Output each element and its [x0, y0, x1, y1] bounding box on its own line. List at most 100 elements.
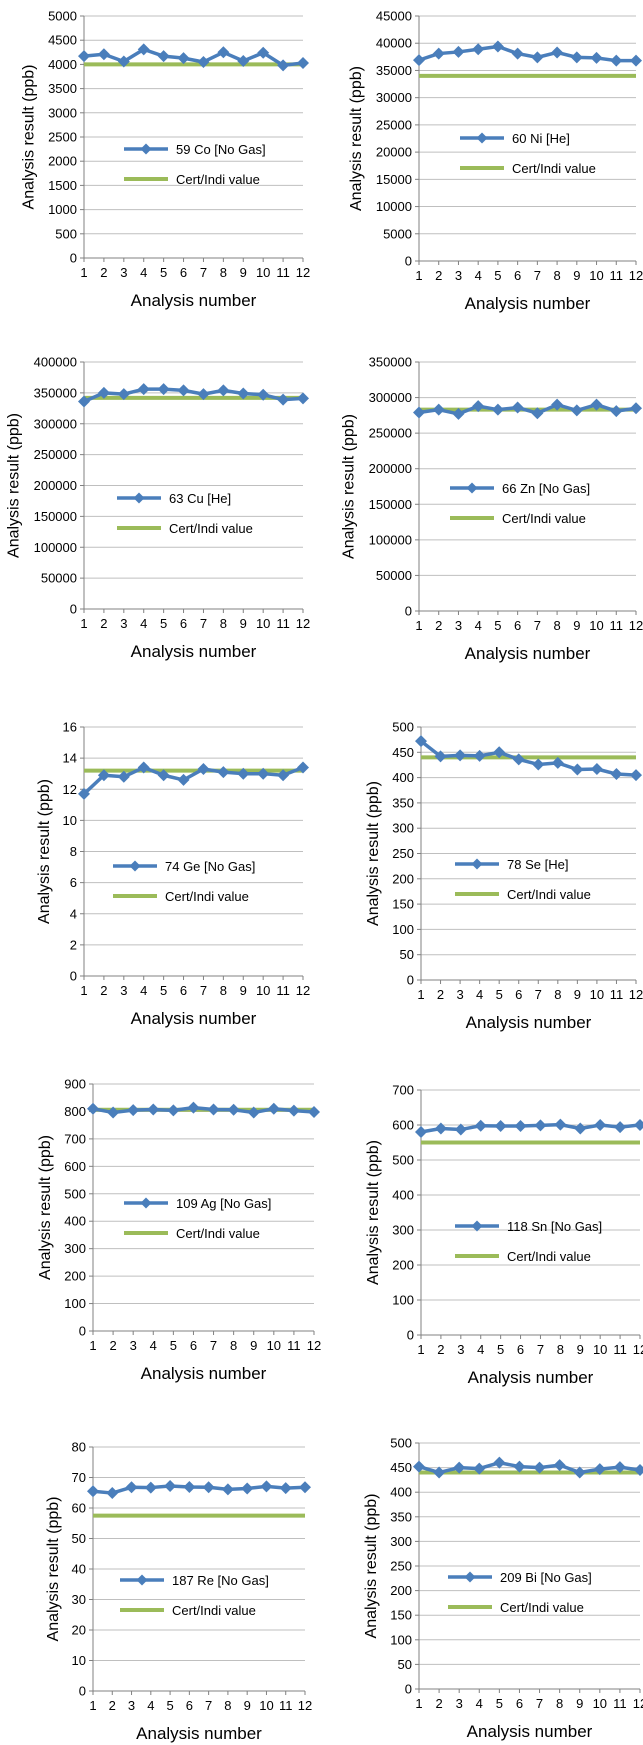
x-tick-label: 9	[240, 616, 247, 631]
legend-label-cert: Cert/Indi value	[512, 161, 596, 176]
x-tick-label: 10	[267, 1338, 281, 1353]
data-point	[491, 403, 504, 416]
x-tick-label: 8	[224, 1698, 231, 1713]
y-tick-label: 400	[390, 1485, 412, 1500]
legend-label-measured: 66 Zn [No Gas]	[502, 481, 590, 496]
x-tick-label: 9	[573, 268, 580, 283]
x-tick-label: 10	[256, 983, 270, 998]
legend: 78 Se [He] Cert/Indi value	[455, 857, 591, 902]
data-point	[473, 749, 486, 762]
x-tick-label: 1	[89, 1338, 96, 1353]
x-tick-label: 11	[276, 616, 290, 631]
y-tick-label: 350000	[34, 385, 77, 400]
x-tick-label: 10	[259, 1698, 273, 1713]
y-tick-label: 4500	[48, 33, 77, 48]
y-tick-label: 200000	[34, 478, 77, 493]
series-line-measured	[92, 1484, 306, 1495]
y-tick-label: 10000	[376, 199, 412, 214]
data-point	[127, 1104, 140, 1117]
x-tick-label: 10	[589, 618, 603, 633]
x-tick-label: 2	[435, 618, 442, 633]
y-tick-label: 350	[390, 1509, 412, 1524]
x-tick-label: 6	[180, 983, 187, 998]
data-point	[415, 1126, 427, 1138]
legend-marker	[140, 143, 152, 155]
data-point	[97, 769, 110, 782]
x-tick-label: 7	[536, 1696, 543, 1711]
x-axis-title: Analysis number	[141, 1364, 267, 1383]
data-point	[157, 50, 170, 63]
data-point	[511, 401, 524, 414]
legend-marker	[464, 1571, 476, 1583]
legend-label-measured: 60 Ni [He]	[512, 131, 570, 146]
data-point	[533, 1461, 546, 1474]
y-tick-label: 500	[64, 1186, 86, 1201]
x-tick-label: 8	[553, 268, 560, 283]
x-tick-label: 9	[574, 987, 581, 1002]
x-tick-label: 11	[610, 987, 624, 1002]
x-tick-label: 1	[415, 618, 422, 633]
x-tick-label: 2	[100, 616, 107, 631]
x-tick-label: 4	[476, 1696, 483, 1711]
legend-label-measured: 63 Cu [He]	[169, 491, 231, 506]
x-tick-label: 6	[517, 1342, 524, 1357]
y-tick-label: 14	[63, 751, 77, 766]
x-tick-label: 10	[589, 268, 603, 283]
data-point	[432, 403, 445, 416]
y-tick-label: 600	[64, 1159, 86, 1174]
data-point	[473, 1462, 486, 1475]
x-tick-label: 2	[435, 1696, 442, 1711]
x-tick-label: 2	[437, 987, 444, 1002]
y-tick-label: 0	[79, 1684, 86, 1699]
legend-label-cert: Cert/Indi value	[502, 511, 586, 526]
data-point	[97, 48, 110, 61]
x-tick-label: 5	[160, 616, 167, 631]
x-tick-label: 7	[200, 616, 207, 631]
y-tick-label: 100	[390, 1632, 412, 1647]
data-point	[167, 1104, 180, 1117]
data-point	[202, 1481, 215, 1494]
x-tick-label: 11	[610, 618, 624, 633]
legend: 109 Ag [No Gas] Cert/Indi value	[124, 1196, 271, 1241]
x-tick-label: 10	[593, 1342, 607, 1357]
y-tick-label: 3500	[48, 81, 77, 96]
x-tick-label: 12	[296, 265, 310, 280]
data-point	[433, 1466, 446, 1479]
x-tick-label: 5	[494, 618, 501, 633]
y-axis-title: Analysis result (ppb)	[37, 1135, 54, 1280]
data-point	[287, 1104, 300, 1117]
data-point	[590, 398, 603, 411]
y-tick-label: 15000	[376, 172, 412, 187]
data-point	[551, 46, 564, 59]
data-point	[147, 1103, 160, 1116]
x-tick-label: 7	[534, 268, 541, 283]
y-tick-label: 900	[64, 1077, 86, 1092]
data-point	[590, 762, 603, 775]
legend-label-cert: Cert/Indi value	[507, 887, 591, 902]
y-tick-label: 0	[70, 251, 77, 266]
legend-label-cert: Cert/Indi value	[165, 889, 249, 904]
y-tick-label: 200	[390, 1583, 412, 1598]
y-tick-label: 5000	[48, 9, 77, 24]
x-tick-label: 4	[150, 1338, 157, 1353]
data-point	[573, 1466, 586, 1479]
x-tick-label: 9	[240, 983, 247, 998]
x-tick-label: 1	[415, 1696, 422, 1711]
x-tick-label: 12	[298, 1698, 312, 1713]
data-point	[434, 750, 447, 763]
y-tick-label: 35000	[376, 63, 412, 78]
chart-panel-4: 0 50000 100000 150000 200000 250000 300000 3500…	[340, 355, 643, 664]
y-tick-label: 150	[390, 1608, 412, 1623]
y-tick-label: 40	[72, 1562, 86, 1577]
x-tick-label: 5	[170, 1338, 177, 1353]
data-point	[237, 767, 250, 780]
legend-label-cert: Cert/Indi value	[507, 1249, 591, 1264]
y-tick-label: 25000	[376, 117, 412, 132]
y-tick-label: 400	[392, 770, 414, 785]
y-tick-label: 20000	[376, 145, 412, 160]
data-point	[97, 386, 110, 399]
data-point	[308, 1105, 320, 1118]
legend-label-measured: 109 Ag [No Gas]	[176, 1196, 271, 1211]
